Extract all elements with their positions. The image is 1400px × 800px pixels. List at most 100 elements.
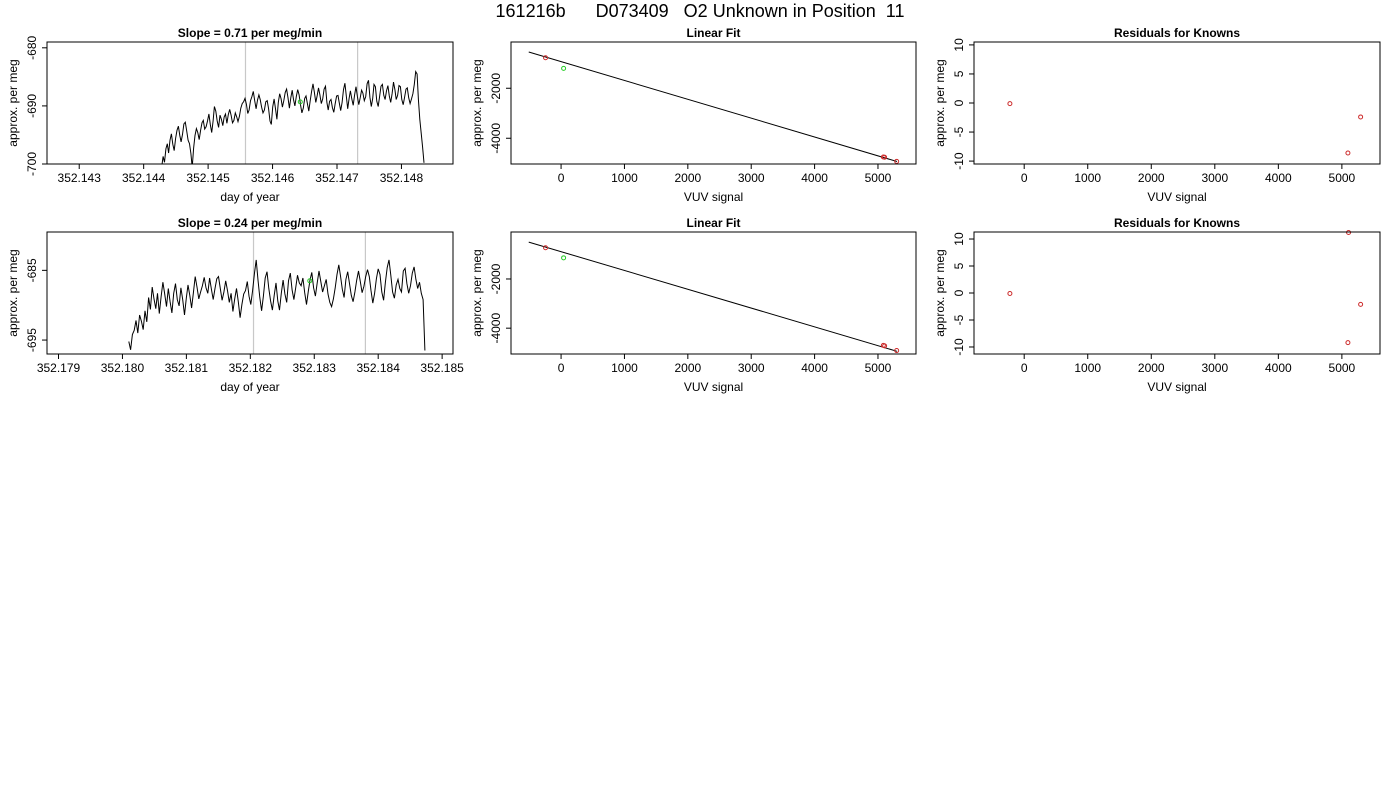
known-point <box>894 158 900 164</box>
y-tick-label: -10 <box>952 152 966 170</box>
known-point <box>1358 114 1364 120</box>
y-axis-label: approx. per meg <box>470 249 484 336</box>
plot-frame <box>973 231 1381 355</box>
unknown-point <box>561 255 567 261</box>
x-axis-label: VUV signal <box>684 380 743 394</box>
y-tick-label: -5 <box>952 126 966 137</box>
known-point <box>882 343 888 349</box>
x-tick-label: 352.180 <box>101 361 145 375</box>
chart-panel-1: Slope = 0.71 per meg/min day of year appro… <box>6 26 454 204</box>
x-tick-label: 1000 <box>611 361 638 375</box>
x-tick-label: 352.144 <box>122 171 166 185</box>
x-axis-label: day of year <box>220 190 279 204</box>
x-tick-label: 4000 <box>801 361 828 375</box>
y-tick-label: -4000 <box>489 123 503 154</box>
chart-panel-4: Slope = 0.24 per meg/min day of year appro… <box>6 216 464 394</box>
x-tick-label: 352.182 <box>229 361 273 375</box>
y-tick-label: -700 <box>25 152 39 176</box>
chart-panel-6: Residuals for Knowns VUV signal approx. pe… <box>933 216 1381 394</box>
known-point <box>543 245 549 251</box>
x-tick-label: 352.148 <box>380 171 424 185</box>
y-tick-label: 0 <box>952 99 966 106</box>
panel-title: Slope = 0.24 per meg/min <box>178 216 322 230</box>
plot-frame <box>46 41 454 165</box>
panel-title: Linear Fit <box>686 216 740 230</box>
x-tick-label: 352.145 <box>186 171 230 185</box>
x-tick-label: 1000 <box>611 171 638 185</box>
x-axis-label: VUV signal <box>684 190 743 204</box>
x-tick-label: 0 <box>1021 171 1028 185</box>
x-tick-label: 5000 <box>1329 361 1356 375</box>
known-point <box>1007 291 1013 297</box>
y-axis-label: approx. per meg <box>6 249 20 336</box>
x-tick-label: 5000 <box>1329 171 1356 185</box>
chart-panel-2: Linear Fit VUV signal approx. per meg 0 1000… <box>470 26 917 204</box>
fit-line <box>528 241 898 352</box>
known-point <box>1358 301 1364 307</box>
x-tick-label: 0 <box>558 361 565 375</box>
y-tick-label: -2000 <box>489 263 503 294</box>
y-tick-label: -680 <box>25 35 39 59</box>
x-tick-label: 3000 <box>738 361 765 375</box>
x-axis-label: VUV signal <box>1147 380 1206 394</box>
panel-title: Linear Fit <box>686 26 740 40</box>
y-tick-label: -685 <box>25 258 39 282</box>
x-tick-label: 0 <box>1021 361 1028 375</box>
x-tick-label: 352.179 <box>37 361 81 375</box>
plot-frame <box>510 231 917 355</box>
y-tick-label: 5 <box>952 262 966 269</box>
x-tick-label: 1000 <box>1074 361 1101 375</box>
panel-title: Residuals for Knowns <box>1114 216 1240 230</box>
y-axis-label: approx. per meg <box>6 59 20 146</box>
plot-frame <box>973 41 1381 165</box>
x-tick-label: 352.146 <box>251 171 295 185</box>
figure-title: 161216b D073409 O2 Unknown in Position 1… <box>495 1 905 21</box>
y-axis-label: approx. per meg <box>933 59 947 146</box>
y-tick-label: -695 <box>25 328 39 352</box>
x-tick-label: 5000 <box>865 171 892 185</box>
x-tick-label: 352.181 <box>165 361 209 375</box>
known-point <box>1345 340 1351 346</box>
known-point <box>1345 150 1351 156</box>
x-tick-label: 4000 <box>1265 171 1292 185</box>
y-tick-label: -2000 <box>489 73 503 104</box>
y-tick-label: -690 <box>25 94 39 118</box>
x-axis-label: day of year <box>220 380 279 394</box>
x-tick-label: 352.143 <box>58 171 102 185</box>
x-tick-label: 1000 <box>1074 171 1101 185</box>
chart-panel-5: Linear Fit VUV signal approx. per meg 0 1000… <box>470 216 917 394</box>
plot-frame <box>46 231 454 355</box>
x-tick-label: 2000 <box>1138 361 1165 375</box>
series-trace <box>128 259 426 351</box>
x-tick-label: 352.184 <box>356 361 400 375</box>
chart-panel-3: Residuals for Knowns VUV signal approx. pe… <box>933 26 1381 204</box>
unknown-point <box>297 99 303 105</box>
y-tick-label: 10 <box>952 232 966 246</box>
x-tick-label: 2000 <box>674 171 701 185</box>
known-point <box>543 55 549 61</box>
known-point <box>1007 101 1013 107</box>
y-tick-label: 5 <box>952 70 966 77</box>
x-tick-label: 4000 <box>801 171 828 185</box>
x-tick-label: 3000 <box>738 171 765 185</box>
x-tick-label: 2000 <box>674 361 701 375</box>
x-tick-label: 352.147 <box>315 171 359 185</box>
panel-title: Slope = 0.71 per meg/min <box>178 26 322 40</box>
plot-frame <box>510 41 917 165</box>
unknown-point <box>561 65 567 71</box>
y-tick-label: 10 <box>952 38 966 52</box>
x-tick-label: 352.183 <box>293 361 337 375</box>
y-tick-label: -4000 <box>489 313 503 344</box>
y-tick-label: -10 <box>952 338 966 356</box>
series-trace <box>161 70 425 164</box>
known-point <box>1346 230 1352 236</box>
panel-title: Residuals for Knowns <box>1114 26 1240 40</box>
known-point <box>882 154 888 160</box>
x-tick-label: 4000 <box>1265 361 1292 375</box>
y-axis-label: approx. per meg <box>933 249 947 336</box>
x-axis-label: VUV signal <box>1147 190 1206 204</box>
x-tick-label: 0 <box>558 171 565 185</box>
x-tick-label: 3000 <box>1201 171 1228 185</box>
x-tick-label: 3000 <box>1201 361 1228 375</box>
